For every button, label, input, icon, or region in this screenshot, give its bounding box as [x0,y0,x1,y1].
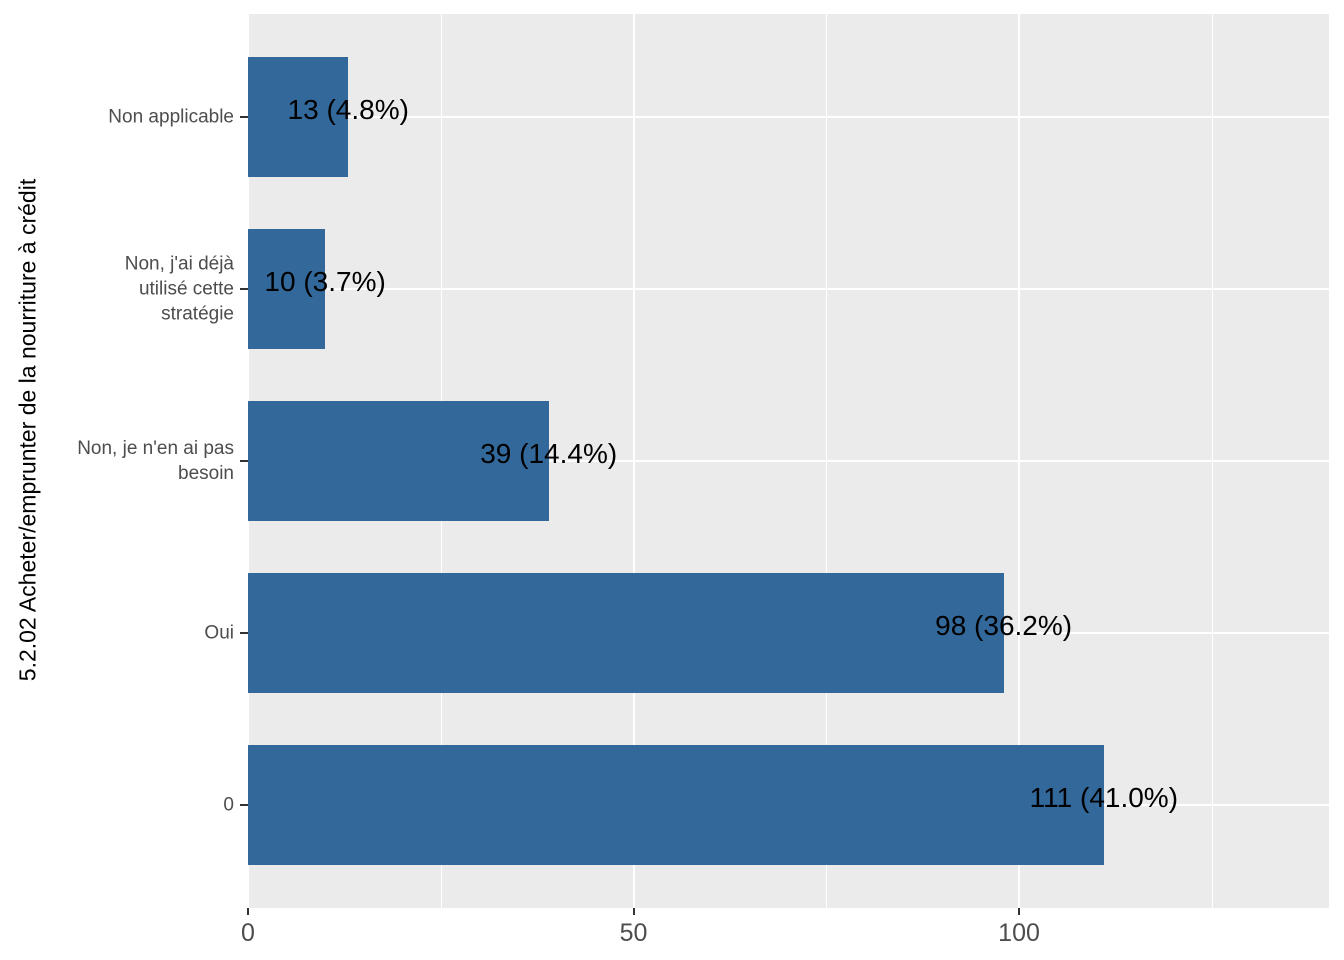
x-axis-tick-label: 100 [998,919,1040,947]
y-axis-tick-label-line: Non, j'ai déjà [124,253,234,275]
gridline-major-y [248,116,1329,119]
bar-value-label: 10 (3.7%) [264,266,386,298]
gridline-major-y [248,288,1329,291]
bar-value-label: 111 (41.0%) [1029,781,1179,813]
y-axis-tick-label-line: Oui [204,622,234,644]
y-axis-tick-label: Oui [204,620,234,645]
y-axis-tick-label: Non applicable [108,105,234,130]
x-tick-mark [247,908,249,915]
x-tick-mark [632,908,635,915]
bar [248,744,1104,866]
gridline-major-x [1018,14,1021,908]
y-axis-tick-label: Non, je n'en ai pas besoin [77,436,234,486]
y-axis-tick-label-line: utilisé cette [138,278,234,300]
bar [248,228,326,350]
bar-value-label: 98 (36.2%) [935,609,1073,641]
bar-value-label: 13 (4.8%) [287,94,409,126]
gridline-major-x [632,14,635,908]
y-axis-title: 5.2.02 Acheter/emprunter de la nourritur… [14,178,41,682]
x-axis-tick-label: 50 [619,919,648,947]
bar [248,56,349,178]
y-axis-tick-label-line: besoin [178,463,234,484]
y-axis-tick-label-line: Non, je n'en ai pas [77,438,234,459]
y-tick-mark [240,460,248,462]
y-axis-tick-label-line: 0 [223,794,234,816]
y-axis-tick-label: Non, j'ai déjà utilisé cette stratégie [125,252,234,327]
x-tick-mark [1018,908,1021,915]
y-axis-tick-label-line: stratégie [161,303,234,325]
y-tick-mark [240,803,248,806]
bar-value-label: 39 (14.4%) [480,438,618,469]
plot-panel: 13 (4.8%) 10 (3.7%) 39 (14.4%) 98 (36.2%) 11… [247,14,1329,908]
x-axis-tick-label: 0 [241,919,255,947]
y-tick-mark [240,116,248,119]
y-axis-tick-label-line: Non applicable [108,106,234,128]
y-axis-tick-label: 0 [223,792,234,817]
gridline-minor-x [1211,14,1213,908]
gridline-minor-x [826,14,828,908]
bar [248,572,1004,694]
y-tick-mark [240,288,248,291]
y-tick-mark [240,631,248,634]
bar [248,400,549,522]
gridline-major-y [248,460,1329,462]
